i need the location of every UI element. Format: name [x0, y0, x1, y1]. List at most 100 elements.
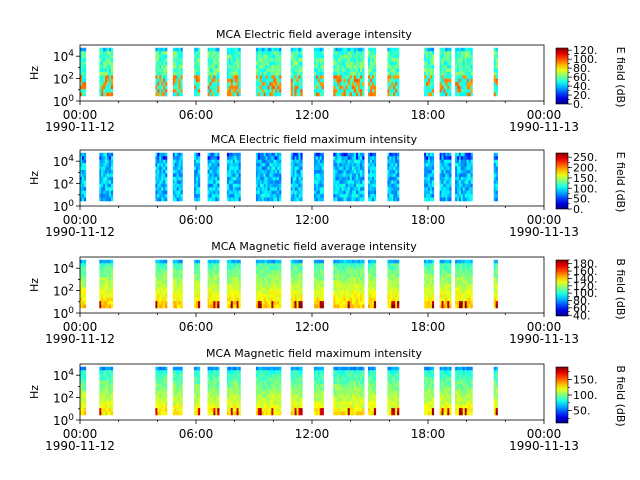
spectrogram-cell — [228, 166, 232, 171]
spectrogram-cell — [163, 194, 166, 198]
spectrogram-cell — [351, 58, 355, 62]
spectrogram-cell — [263, 71, 266, 76]
spectrogram-cell — [176, 273, 179, 278]
spectrogram-cell — [213, 152, 216, 157]
spectrogram-cell — [273, 85, 276, 90]
spectrogram-cell — [355, 71, 359, 76]
spectrogram-cell — [292, 287, 295, 292]
spectrogram-cell — [207, 61, 210, 66]
spectrogram-cell — [110, 280, 114, 285]
spectrogram-cell — [493, 51, 496, 55]
spectrogram-cell — [441, 51, 444, 55]
spectrogram-cell — [157, 373, 160, 378]
colorbar — [555, 47, 569, 105]
spectrogram-cell — [81, 259, 85, 264]
spectrogram-cell — [370, 301, 373, 305]
spectrogram-cell — [105, 297, 108, 302]
spectrogram-cell — [279, 290, 282, 295]
spectrogram-cell — [462, 65, 466, 69]
spectrogram-cell — [443, 263, 446, 267]
spectrogram-cell — [493, 92, 496, 97]
spectrogram-cell — [226, 263, 230, 267]
spectrogram-cell — [107, 68, 110, 73]
spectrogram-cell — [349, 159, 353, 164]
spectrogram-cell — [161, 89, 164, 93]
colorbar-tick-label: 40. — [573, 80, 591, 93]
spectrogram-cell — [209, 65, 212, 69]
spectrogram-cell — [353, 176, 357, 181]
spectrogram-cell — [103, 85, 106, 90]
spectrogram-cell — [464, 266, 467, 271]
spectrogram-cell — [180, 65, 183, 69]
spectrogram-cell — [389, 301, 392, 305]
spectrogram-cell — [429, 89, 433, 93]
spectrogram-cell — [197, 183, 201, 188]
spectrogram-cell — [335, 170, 338, 174]
spectrogram-segment — [455, 259, 473, 309]
spectrogram-cell — [155, 370, 158, 374]
spectrogram-cell — [298, 71, 301, 76]
spectrogram-cell — [271, 176, 274, 181]
spectrogram-cell — [269, 173, 272, 178]
spectrogram-cell — [269, 71, 272, 76]
spectrogram-cell — [103, 152, 106, 157]
spectrogram-cell — [368, 294, 371, 298]
spectrogram-cell — [341, 152, 344, 157]
spectrogram-cell — [207, 65, 210, 69]
spectrogram-cell — [215, 92, 218, 97]
spectrogram-cell — [296, 89, 299, 93]
spectrogram-cell — [277, 166, 280, 171]
spectrogram-cell — [238, 68, 241, 73]
spectrogram-cell — [163, 408, 166, 412]
spectrogram-cell — [277, 51, 280, 55]
spectrogram-cell — [296, 92, 299, 97]
spectrogram-cell — [101, 187, 104, 191]
spectrogram-cell — [172, 54, 176, 59]
spectrogram-cell — [298, 85, 301, 90]
spectrogram-cell — [339, 156, 342, 160]
spectrogram-cell — [196, 92, 199, 97]
spectrogram-cell — [470, 180, 473, 185]
spectrogram-cell — [174, 61, 177, 66]
spectrogram-cell — [232, 92, 235, 97]
spectrogram-cell — [391, 187, 394, 191]
spectrogram-cell — [157, 283, 160, 288]
spectrogram-cell — [226, 259, 230, 264]
spectrogram-cell — [213, 283, 216, 288]
spectrogram-cell — [360, 82, 363, 86]
spectrogram-cell — [321, 197, 324, 202]
spectrogram-cell — [468, 180, 471, 185]
spectrogram-cell — [337, 173, 340, 178]
spectrogram-cell — [165, 411, 168, 416]
spectrogram-cell — [110, 401, 114, 405]
spectrogram-cell — [397, 294, 400, 298]
spectrogram-cell — [163, 47, 166, 52]
spectrogram-cell — [174, 163, 177, 167]
spectrogram-cell — [495, 65, 498, 69]
spectrogram-cell — [449, 65, 452, 69]
spectrogram-cell — [257, 85, 261, 90]
spectrogram-cell — [345, 197, 348, 202]
spectrogram-cell — [462, 187, 466, 191]
spectrogram-cell — [238, 82, 241, 86]
spectrogram-cell — [232, 266, 235, 271]
spectrogram-cell — [391, 294, 394, 298]
spectrogram-cell — [470, 287, 473, 292]
spectrogram-cell — [172, 287, 176, 292]
spectrogram-cell — [99, 51, 102, 55]
spectrogram-cell — [294, 47, 297, 52]
spectrogram-cell — [178, 259, 181, 264]
spectrogram-cell — [277, 61, 280, 66]
spectrogram-cell — [215, 283, 218, 288]
spectrogram-cell — [99, 176, 102, 181]
spectrogram-cell — [176, 47, 179, 52]
spectrogram-cell — [155, 397, 158, 402]
spectrogram-cell — [157, 58, 160, 62]
spectrogram-cell — [213, 85, 216, 90]
spectrogram-cell — [255, 51, 259, 55]
spectrogram-cell — [335, 47, 338, 52]
spectrogram-cell — [232, 75, 235, 80]
spectrogram-cell — [429, 166, 433, 171]
spectrogram-cell — [353, 54, 357, 59]
spectrogram-cell — [109, 78, 112, 83]
